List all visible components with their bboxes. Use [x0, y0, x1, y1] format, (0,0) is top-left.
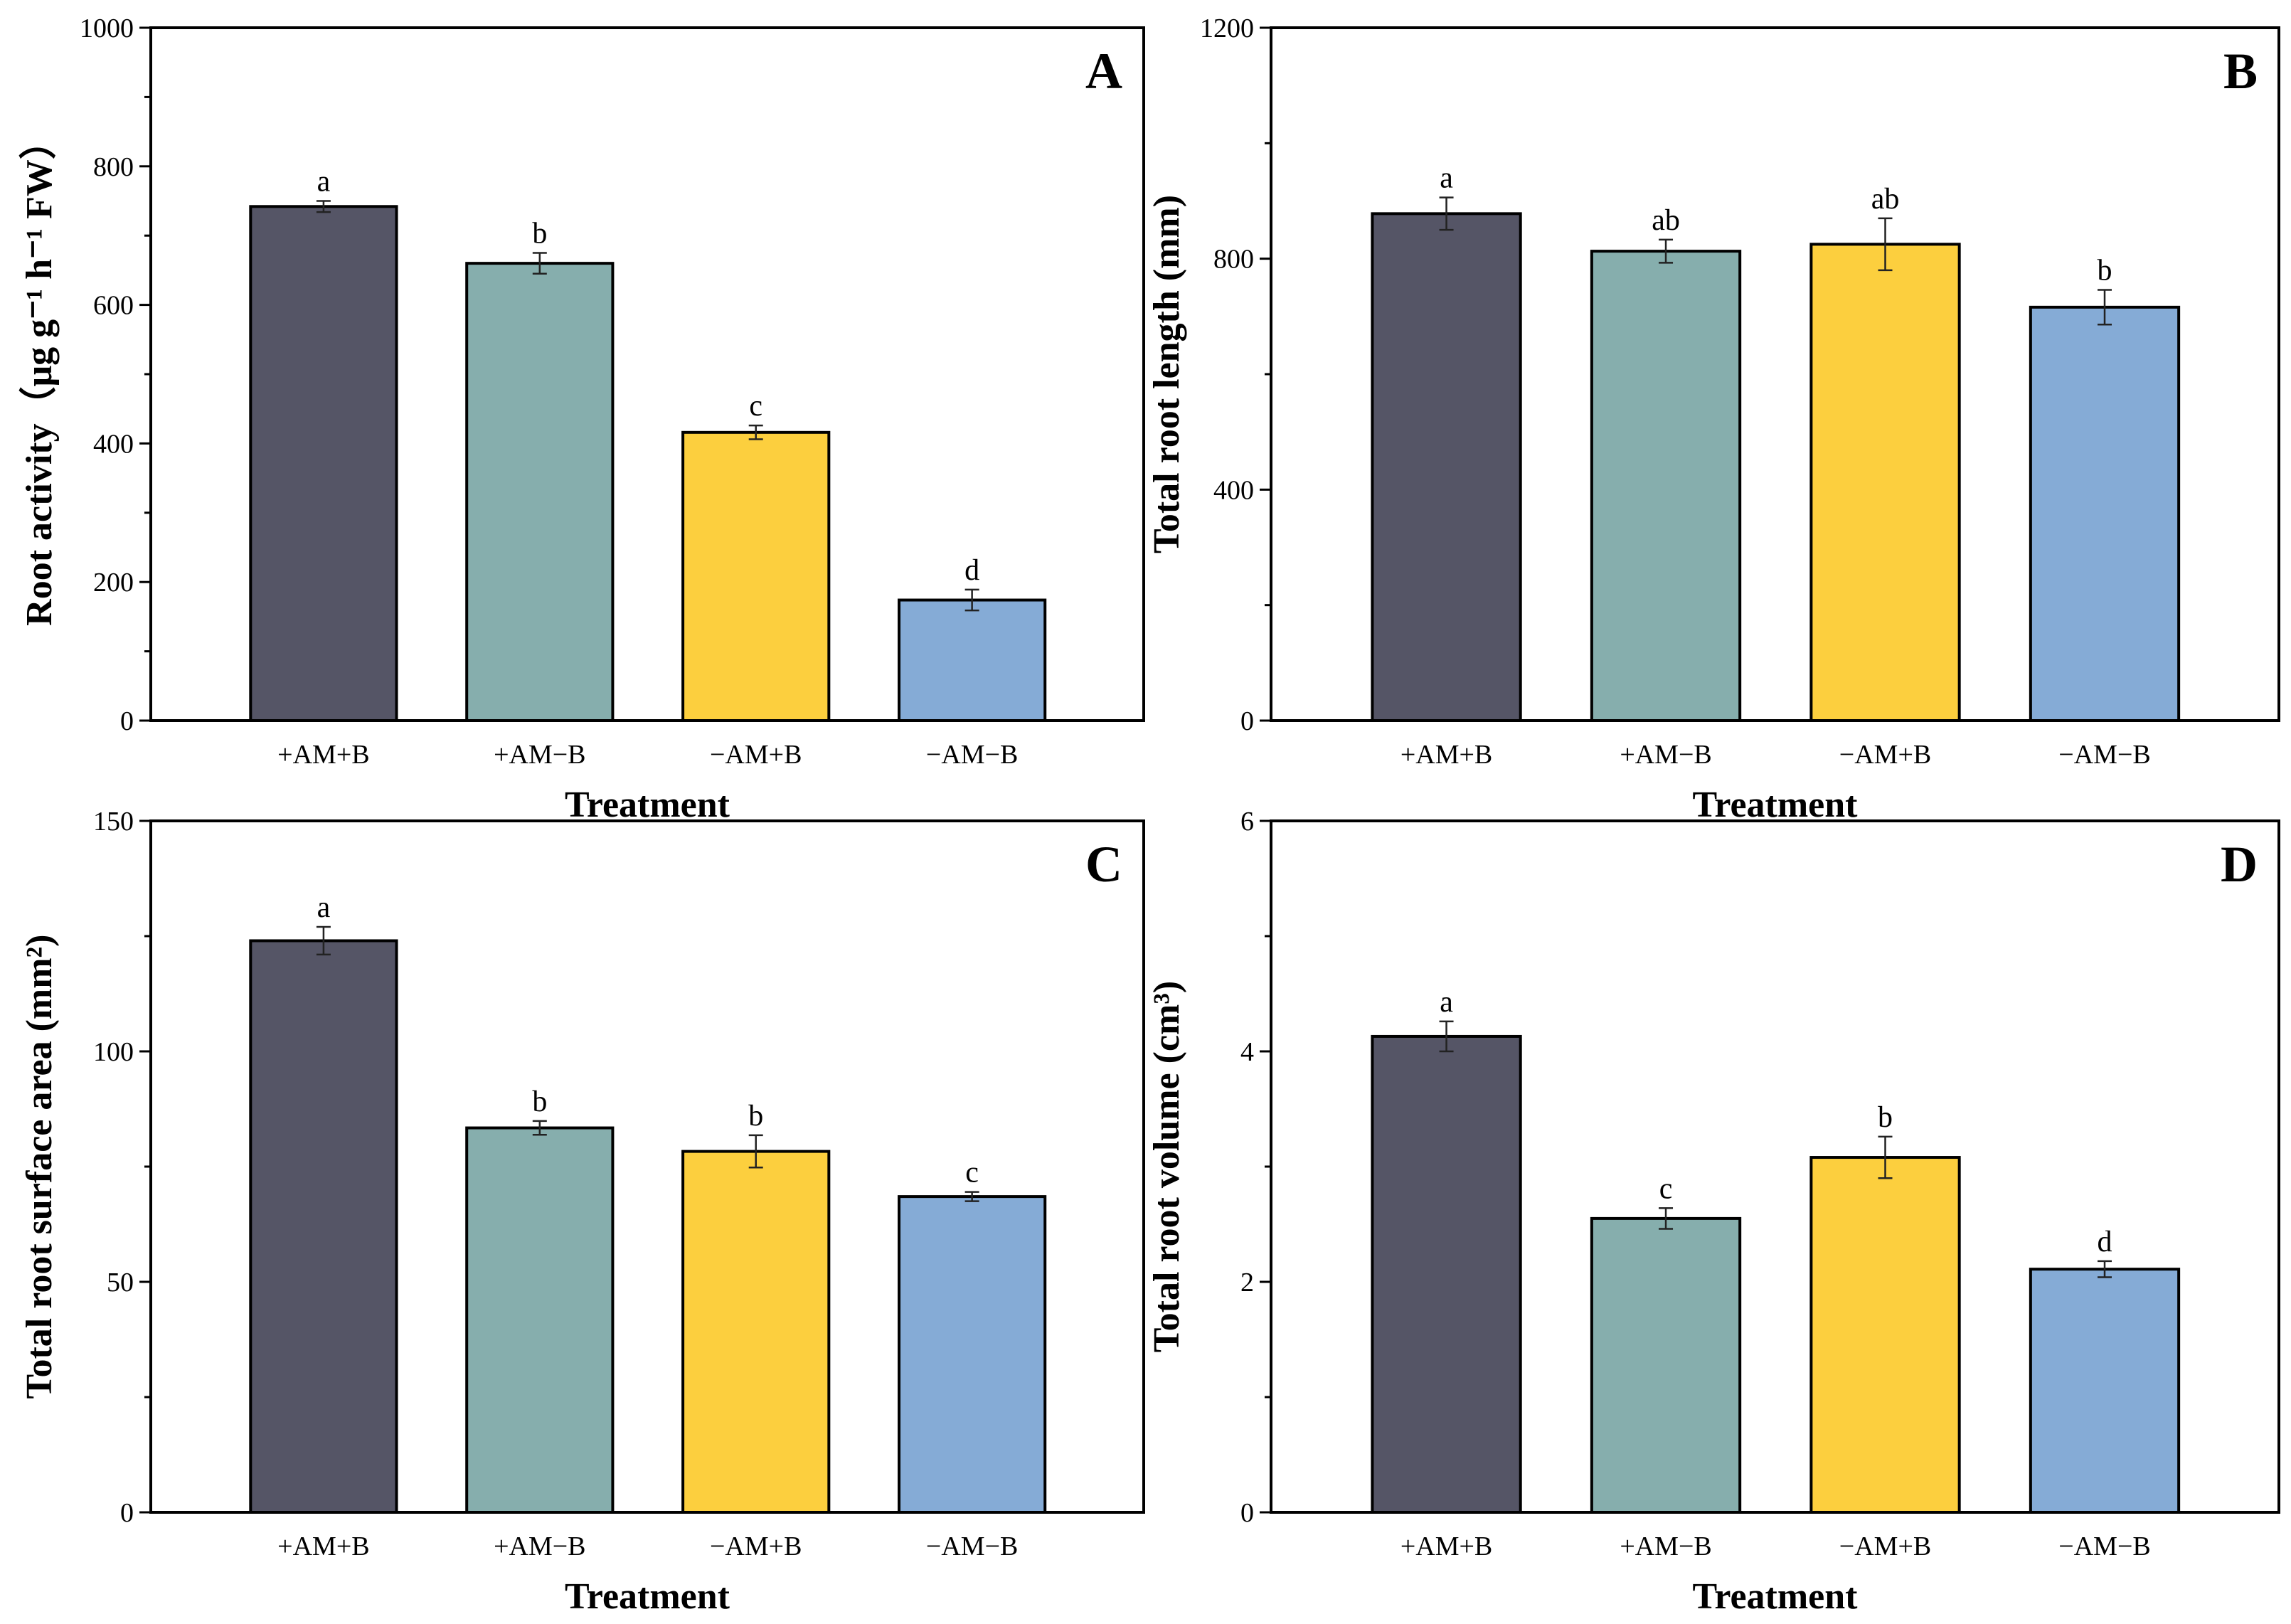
significance-letter: ab	[1652, 204, 1680, 237]
x-tick-label: −AM+B	[710, 740, 802, 770]
significance-letter: c	[965, 1157, 979, 1189]
y-tick-label: 4	[1240, 1037, 1254, 1067]
y-axis-title: Total root surface area (mm²)	[19, 935, 60, 1399]
y-axis-title: Total root length (mm)	[1147, 195, 1187, 553]
error-bar	[1659, 1207, 1674, 1230]
bar	[1590, 1216, 1742, 1514]
y-tick-label: 400	[1213, 475, 1254, 505]
error-bar	[1439, 196, 1454, 231]
panel-a: a +AM+B b +AM−B c −AM+B d −AM−B 0 200 400 600 800 100…	[18, 14, 1145, 825]
x-tick-label: +AM−B	[1620, 740, 1711, 770]
bar	[681, 430, 831, 722]
y-tick-label: 0	[120, 706, 134, 736]
error-bar	[1878, 1135, 1893, 1179]
x-tick-label: +AM+B	[277, 740, 369, 770]
bar	[1371, 212, 1522, 722]
x-tick-label: −AM+B	[1839, 1532, 1931, 1561]
y-tick-label: 1000	[80, 14, 134, 43]
bar	[681, 1150, 831, 1514]
significance-letter: a	[317, 166, 331, 198]
significance-letter: a	[1440, 162, 1453, 195]
panel-c: a +AM+B b +AM−B b −AM+B c −AM−B 0 50 100 150 Treatme…	[19, 807, 1145, 1617]
x-tick-label: −AM+B	[710, 1532, 802, 1561]
x-tick-label: −AM−B	[2058, 1532, 2150, 1561]
x-tick-label: −AM−B	[926, 740, 1018, 770]
error-bar	[2098, 1260, 2112, 1278]
significance-letter: b	[532, 218, 547, 250]
y-axis-title: Root activity（μg g⁻¹ h⁻¹ FW）	[18, 122, 60, 626]
bar	[1809, 243, 1961, 722]
error-bar	[964, 588, 979, 612]
error-bar	[1439, 1020, 1454, 1053]
significance-letter: a	[317, 891, 331, 924]
error-bar	[748, 1134, 763, 1169]
x-tick-label: −AM−B	[926, 1532, 1018, 1561]
error-bar	[1878, 217, 1893, 272]
y-axis-title: Total root volume (cm³)	[1147, 981, 1187, 1353]
y-tick-label: 400	[93, 429, 134, 459]
bar	[1590, 250, 1742, 722]
bar	[249, 205, 398, 722]
y-tick-label: 150	[93, 807, 134, 837]
error-bar	[316, 925, 331, 956]
bar	[1809, 1156, 1961, 1514]
x-tick-label: +AM+B	[1400, 1532, 1492, 1561]
y-tick-label: 2	[1240, 1268, 1254, 1297]
panel-b: a +AM+B ab +AM−B ab −AM+B b −AM−B 0 400 800 1200 Tre…	[1147, 14, 2280, 825]
panel-d: a +AM+B c +AM−B b −AM+B d −AM−B 0 2 4 6 Treatment Tot…	[1147, 807, 2280, 1617]
significance-letter: b	[2098, 254, 2112, 287]
x-axis-title: Treatment	[1693, 785, 1859, 825]
y-tick-label: 600	[93, 291, 134, 321]
significance-letter: c	[749, 390, 762, 423]
error-bar	[964, 1191, 979, 1202]
y-tick-label: 1200	[1200, 14, 1254, 43]
significance-letter: b	[748, 1100, 763, 1132]
x-tick-label: +AM−B	[494, 740, 585, 770]
x-tick-label: +AM+B	[277, 1532, 369, 1561]
x-tick-label: −AM−B	[2058, 740, 2150, 770]
x-tick-label: −AM+B	[1839, 740, 1931, 770]
x-axis-title: Treatment	[565, 1576, 730, 1617]
bar	[898, 598, 1047, 722]
error-bar	[532, 252, 547, 275]
y-tick-label: 800	[93, 152, 134, 182]
error-bar	[2098, 289, 2112, 326]
y-tick-label: 100	[93, 1037, 134, 1067]
y-tick-label: 0	[1240, 706, 1254, 736]
y-tick-label: 0	[1240, 1498, 1254, 1528]
panel-letter: D	[2221, 836, 2258, 893]
x-axis-title: Treatment	[565, 785, 730, 825]
error-bar	[1659, 238, 1674, 264]
bar	[465, 1126, 615, 1514]
x-tick-label: +AM+B	[1400, 740, 1492, 770]
error-bar	[532, 1120, 547, 1136]
bar	[465, 262, 615, 723]
y-tick-label: 50	[107, 1268, 134, 1297]
bar	[249, 939, 398, 1514]
significance-letter: d	[2098, 1226, 2112, 1258]
significance-letter: ab	[1871, 183, 1900, 216]
y-tick-label: 800	[1213, 245, 1254, 275]
y-tick-label: 0	[120, 1498, 134, 1528]
error-bar	[748, 424, 763, 440]
panel-letter: A	[1085, 43, 1122, 100]
bar	[2029, 305, 2181, 722]
significance-letter: c	[1659, 1172, 1673, 1205]
significance-letter: b	[1878, 1101, 1893, 1134]
significance-letter: d	[964, 554, 979, 587]
significance-letter: a	[1440, 986, 1453, 1019]
panel-letter: B	[2223, 43, 2258, 100]
significance-letter: b	[532, 1086, 547, 1118]
x-axis-title: Treatment	[1693, 1576, 1859, 1617]
bar	[2029, 1268, 2181, 1514]
y-tick-label: 200	[93, 568, 134, 598]
bar	[1371, 1034, 1522, 1514]
x-tick-label: +AM−B	[1620, 1532, 1711, 1561]
x-tick-label: +AM−B	[494, 1532, 585, 1561]
bar	[898, 1195, 1047, 1514]
y-tick-label: 6	[1240, 807, 1254, 837]
error-bar	[316, 200, 331, 213]
panel-letter: C	[1085, 836, 1122, 893]
